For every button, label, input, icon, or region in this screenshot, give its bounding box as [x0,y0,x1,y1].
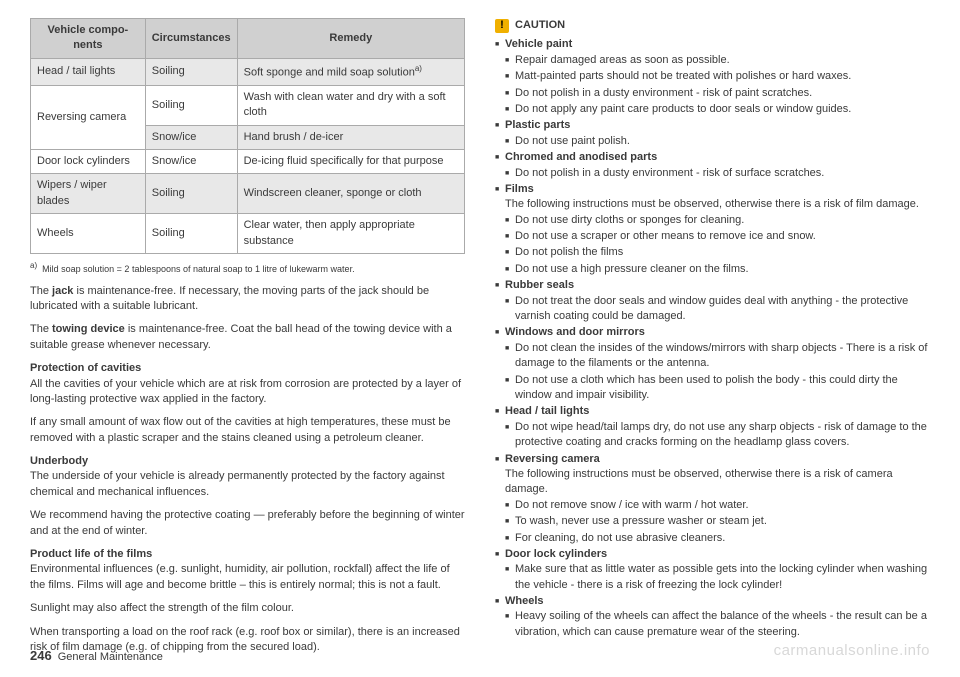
right-column: ! CAUTION Vehicle paint Repair damaged a… [495,18,930,663]
caution-heading: ! CAUTION [495,18,930,33]
list-item: Reversing cameraThe following instructio… [495,452,930,546]
list-item: Vehicle paint Repair damaged areas as so… [495,37,930,117]
table-cell: Soiling [145,58,237,85]
paragraph-towing: The towing device is maintenance-free. C… [30,322,465,353]
list-item: Do not use a scraper or other means to r… [505,229,930,244]
list-item: Repair damaged areas as soon as possible… [505,53,930,68]
paragraph: If any small amount of wax flow out of t… [30,415,465,446]
table-cell: Clear water, then apply appropriate subs… [237,214,464,254]
heading-cavities: Protection of cavitiesAll the cavities o… [30,361,465,407]
list-item: Do not use paint polish. [505,134,930,149]
list-item: Do not clean the insides of the windows/… [505,341,930,372]
watermark: carmanualsonline.info [774,642,930,659]
remedy-table: Vehicle compo­nents Circumstances Remedy… [30,18,465,254]
table-cell: Wheels [31,214,146,254]
list-item: Make sure that as little water as possib… [505,562,930,593]
heading-films: Product life of the filmsEnvironmental i… [30,547,465,593]
table-cell: Soft sponge and mild soap solutiona) [237,58,464,85]
table-cell: Door lock cylin­ders [31,150,146,174]
footnote: a) Mild soap solution = 2 tablespoons of… [30,260,465,276]
list-item: Matt-painted parts should not be treated… [505,69,930,84]
list-item: Do not polish in a dusty environment - r… [505,86,930,101]
table-cell: Soiling [145,85,237,125]
table-cell: Wipers / wiper blades [31,174,146,214]
list-item: Wheels Heavy soiling of the wheels can a… [495,594,930,640]
list-item: Rubber seals Do not treat the door seals… [495,278,930,324]
table-cell: Wash with clean water and dry with a sof… [237,85,464,125]
list-item: Chromed and anodised parts Do not polish… [495,150,930,181]
list-item: Do not remove snow / ice with warm / hot… [505,498,930,513]
list-item: To wash, never use a pressure washer or … [505,514,930,529]
heading-underbody: UnderbodyThe underside of your vehicle i… [30,454,465,500]
table-cell: De-icing fluid specifically for that pur… [237,150,464,174]
list-item: Do not wipe head/tail lamps dry, do not … [505,420,930,451]
caution-list: Vehicle paint Repair damaged areas as so… [495,37,930,640]
list-item: For cleaning, do not use abrasive cleane… [505,531,930,546]
list-item: Do not polish the films [505,245,930,260]
list-item: Heavy soiling of the wheels can affect t… [505,609,930,640]
paragraph: We recommend having the protective coati… [30,508,465,539]
list-item: Do not use a high pressure cleaner on th… [505,262,930,277]
list-item: Do not use dirty cloths or sponges for c… [505,213,930,228]
page-footer: 246General Maintenance [30,648,163,663]
list-item: Do not use a cloth which has been used t… [505,373,930,404]
list-item: Do not apply any paint care products to … [505,102,930,117]
list-item: Do not treat the door seals and window g… [505,294,930,325]
table-cell: Hand brush / de-icer [237,125,464,149]
list-item: Do not polish in a dusty environment - r… [505,166,930,181]
table-cell: Snow/ice [145,125,237,149]
caution-icon: ! [495,19,509,33]
table-cell: Windscreen cleaner, sponge or cloth [237,174,464,214]
list-item: Head / tail lights Do not wipe head/tail… [495,404,930,450]
left-column: Vehicle compo­nents Circumstances Remedy… [30,18,465,663]
list-item: Plastic parts Do not use paint polish. [495,118,930,149]
table-cell: Soiling [145,174,237,214]
table-cell: Head / tail lights [31,58,146,85]
list-item: Door lock cylinders Make sure that as li… [495,547,930,593]
list-item: Windows and door mirrors Do not clean th… [495,325,930,403]
paragraph-jack: The jack is maintenance-free. If necessa… [30,284,465,315]
table-cell: Snow/ice [145,150,237,174]
list-item: FilmsThe following instructions must be … [495,182,930,277]
th-remedy: Remedy [237,19,464,59]
paragraph: Sunlight may also affect the strength of… [30,601,465,616]
th-components: Vehicle compo­nents [31,19,146,59]
th-circumstances: Circumstances [145,19,237,59]
table-cell: Reversing camera [31,85,146,149]
table-cell: Soiling [145,214,237,254]
